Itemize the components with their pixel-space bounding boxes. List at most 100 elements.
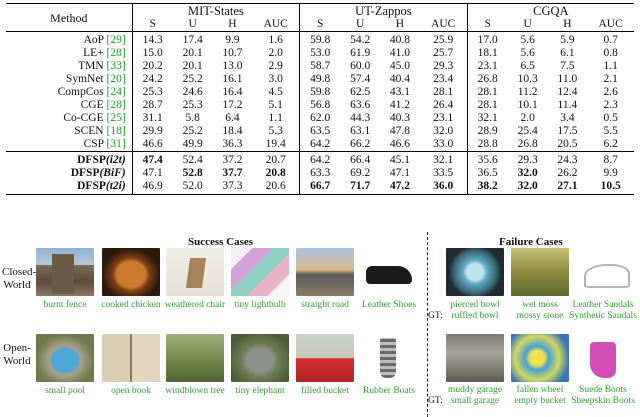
score-cell: 62.0 [299,112,341,125]
score-cell: 1.6 [268,34,283,46]
score-cell: 32.1 [466,112,508,125]
group-mit-states: MIT-States [131,3,300,18]
method-name: DFSP(BiF) [6,167,132,180]
score-cell: 71.7 [340,180,380,195]
score-cell: 47.1 [131,167,173,180]
caption-open-failure-pred-2: fallen wheel [516,385,564,395]
score-cell: 2.0 [520,112,535,124]
score-cell: 27.1 [547,180,588,195]
method-label: SCEN [74,125,104,137]
thumb-burnt-fence [36,248,94,296]
citation-link[interactable]: [28] [106,47,126,59]
score-cell: 25.4 [517,125,538,137]
score-cell: 6.5 [520,60,535,72]
score-cell: 52.4 [172,151,213,167]
method-label: CGE [80,99,104,111]
score-cell: 52.0 [172,180,213,195]
citation-link[interactable]: [31] [106,138,126,150]
score-cell: 29.9 [131,125,173,138]
score-cell: 10.3 [517,73,538,85]
score-cell: 63.6 [350,99,371,111]
score-cell: 25.7 [433,47,454,59]
subheader-s: S [131,18,173,32]
score-cell: 7.5 [560,60,575,72]
method-name: CSP [31] [6,138,132,152]
method-name: TMN [33] [6,60,132,73]
score-cell: 62.5 [350,86,371,98]
score-cell: 29.3 [433,60,454,72]
citation-link[interactable]: [29] [106,34,126,46]
score-cell: 18.4 [222,125,243,137]
table-row: CompCos [24] 25.3 24.6 16.4 4.5 59.8 62.5 43.1 2… [6,86,634,99]
score-cell: 36.0 [419,180,468,195]
caption-closed-success-6: Leather Shoes [361,300,417,310]
method-variant: (t2i) [105,180,126,192]
subheader-auc: AUC [263,18,288,30]
score-cell: 53.0 [299,47,341,60]
score-cell: 24.3 [547,151,588,167]
caption-open-failure-gt-2: empty bucket [514,396,566,406]
score-cell: 20.1 [182,47,203,59]
citation-link[interactable]: [24] [106,86,126,98]
score-cell: 9.9 [603,167,618,179]
open-world-label-line2: World [3,355,31,367]
score-cell: 23.1 [466,60,508,73]
subheader-s: S [299,18,341,32]
method-name: DFSP(t2i) [6,180,133,195]
subheader-h: H [563,18,572,30]
thumb-tiny-elephant [231,334,289,382]
caption-open-failure-gt-1: small garage [450,396,500,406]
table-row: TMN [33] 20.2 20.1 13.0 2.9 58.7 60.0 45.0 29.3 2… [6,60,634,73]
score-cell: 45.0 [389,60,410,72]
citation-link[interactable]: [20] [106,73,126,85]
caption-closed-failure-pred-2: wet moss [522,300,558,310]
score-cell: 45.1 [380,151,420,167]
score-cell: 11.4 [557,99,578,111]
table-row: Co-CGE [25] 31.1 5.8 6.4 1.1 62.0 44.3 40.3 23.1… [6,112,634,125]
score-cell: 5.1 [268,99,283,111]
score-cell: 25.3 [182,99,203,111]
score-cell: 23.4 [433,73,454,85]
score-cell: 20.2 [131,60,173,73]
table-row: AoP [29] 14.3 17.4 9.9 1.6 59.8 54.2 40.8 25.9 17… [6,31,634,48]
score-cell: 28.1 [466,99,508,112]
method-name: AoP [29] [6,32,132,48]
caption-closed-failure-gt-3: Synthetic Sandals [569,311,637,321]
citation-link[interactable]: [18] [106,125,126,137]
citation-link[interactable]: [33] [106,60,126,72]
score-cell: 36.3 [222,138,243,150]
gt-label-open: GT: [428,396,443,406]
table-row: SymNet [20] 24.2 25.2 16.1 3.0 49.8 57.4 40.4 23… [6,73,634,86]
score-cell: 36.5 [466,167,508,180]
score-cell: 17.5 [557,125,578,137]
method-label: Co-CGE [63,112,104,124]
caption-closed-success-5: straight road [301,300,349,310]
citation-link[interactable]: [28] [106,99,126,111]
score-cell: 58.7 [299,60,341,73]
table-row: CSP [31] 46.6 49.9 36.3 19.4 64.2 66.2 46.6 33.0… [6,138,634,152]
score-cell: 32.0 [507,180,548,195]
score-cell: 26.8 [466,73,508,86]
score-cell: 33.5 [433,167,454,179]
score-cell: 20.7 [252,151,300,167]
thumb-muddy-garage [446,334,504,382]
score-cell: 5.6 [520,34,535,46]
score-cell: 20.8 [265,167,286,179]
score-cell: 2.3 [603,99,618,111]
method-label: CSP [83,138,104,150]
score-cell: 52.8 [182,167,203,179]
score-cell: 20.6 [252,180,300,195]
score-cell: 14.3 [131,31,173,47]
score-cell: 61.9 [350,47,371,59]
score-cell: 5.9 [560,34,575,46]
caption-closed-success-3: weathered chair [164,300,226,310]
score-cell: 8.7 [587,151,634,167]
citation-link[interactable]: [25] [106,112,126,124]
score-cell: 49.8 [299,73,341,86]
caption-open-failure-pred-3: Suede Boots [579,385,627,395]
caption-closed-success-2: cooked chicken [101,300,161,310]
score-cell: 0.8 [603,47,618,59]
score-cell: 26.2 [557,167,578,179]
subheader-u: U [355,18,365,30]
table-row: LE+ [28] 15.0 20.1 10.7 2.0 53.0 61.9 41.0 25.7 1… [6,47,634,60]
